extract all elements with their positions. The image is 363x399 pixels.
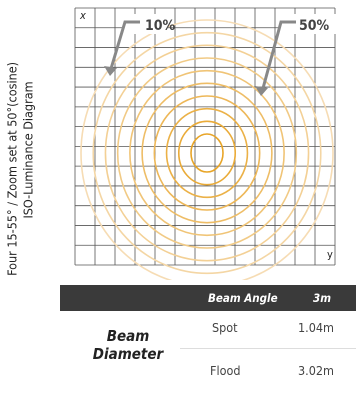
- header-cell: Beam Angle: [208, 291, 278, 305]
- header-cell: 3m: [313, 291, 331, 305]
- label-bg: [122, 14, 168, 34]
- contour: [190, 133, 224, 173]
- contour: [177, 120, 237, 186]
- x-label: x: [79, 9, 86, 22]
- row-rule: [180, 348, 356, 349]
- annotation: 50%: [299, 18, 330, 34]
- row-label: Beam Diameter: [92, 327, 164, 363]
- arrow: [108, 20, 140, 73]
- cell: 1.04m: [298, 320, 334, 335]
- cell: Flood: [210, 363, 241, 378]
- arrowhead: [255, 86, 268, 96]
- contour: [141, 82, 273, 224]
- annotation: 10%: [145, 18, 176, 34]
- contours: [80, 19, 334, 280]
- sidebar-line: ISO-Luminance Diagram: [21, 81, 36, 218]
- contour: [116, 57, 298, 249]
- cell: 3.02m: [298, 363, 334, 378]
- arrow: [260, 20, 296, 93]
- cell: Spot: [212, 320, 238, 335]
- contour: [153, 95, 261, 211]
- grid: [74, 7, 336, 266]
- y-label: y: [327, 248, 333, 261]
- arrowhead: [104, 66, 117, 76]
- contour: [104, 44, 310, 262]
- sidebar-line: Source Four 15-55° / Zoom set at 50°(cos…: [5, 62, 20, 280]
- contour: [80, 19, 334, 280]
- table-header: [60, 285, 356, 311]
- contour: [129, 69, 285, 237]
- label-bg: [278, 14, 336, 34]
- diagram: Source Four 15-55° / Zoom set at 50°(cos…: [5, 7, 336, 280]
- contour: [165, 107, 249, 199]
- contour: [92, 31, 322, 275]
